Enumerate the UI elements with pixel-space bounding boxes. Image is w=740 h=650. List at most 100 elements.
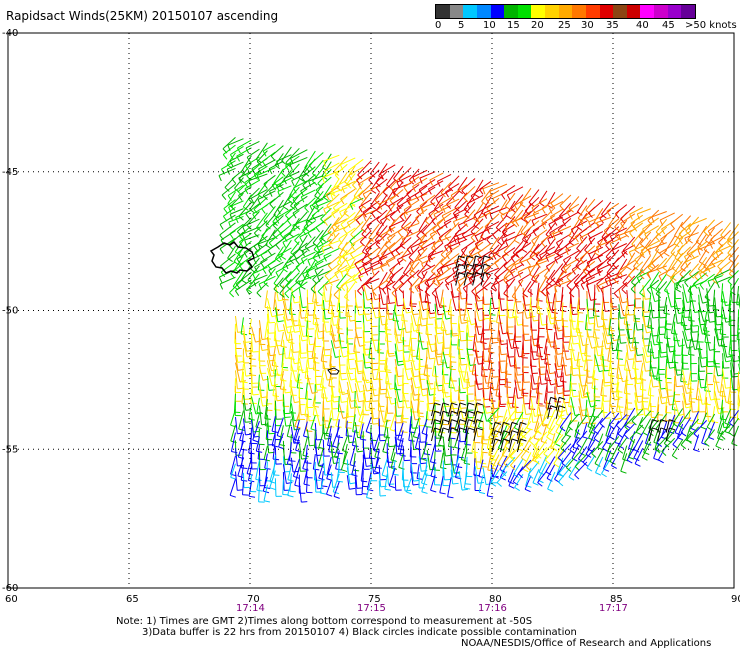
- wind-barb: [334, 163, 348, 180]
- wind-barb: [482, 304, 491, 320]
- wind-barb: [674, 221, 684, 240]
- wind-barb: [530, 366, 541, 385]
- wind-barb: [646, 279, 660, 295]
- wind-barb: [730, 362, 739, 378]
- wind-barb: [536, 253, 556, 268]
- contamination-barb: [456, 419, 467, 433]
- wind-barb: [338, 403, 349, 419]
- wind-barb: [690, 394, 699, 413]
- wind-barb: [293, 195, 308, 211]
- wind-barb: [510, 248, 524, 263]
- wind-barb: [596, 216, 611, 229]
- contamination-barb: [431, 419, 441, 433]
- wind-barb: [264, 453, 271, 470]
- wind-barb: [435, 189, 452, 204]
- contamination-barb: [648, 427, 659, 442]
- wind-barb: [312, 353, 320, 372]
- wind-barb: [244, 172, 260, 188]
- legend-label: 35: [606, 20, 619, 31]
- contamination-barb: [547, 396, 557, 411]
- wind-barb: [314, 254, 332, 270]
- wind-barb: [234, 315, 244, 333]
- wind-barb: [434, 373, 445, 392]
- wind-barb: [445, 183, 460, 198]
- wind-barb: [228, 200, 244, 213]
- contamination-barb: [463, 272, 474, 286]
- contamination-barb: [516, 438, 527, 453]
- legend-swatch: [599, 5, 614, 18]
- wind-barb: [536, 383, 543, 405]
- wind-barb: [633, 306, 640, 323]
- wind-barb: [417, 271, 428, 292]
- wind-barb: [409, 291, 417, 307]
- wind-barb: [697, 364, 705, 381]
- wind-barb: [547, 471, 556, 492]
- wind-barb: [482, 343, 491, 362]
- wind-barb: [421, 256, 436, 270]
- wind-barb: [433, 205, 452, 220]
- time-tick-label: 17:17: [599, 603, 628, 614]
- wind-barb: [312, 399, 320, 417]
- wind-barb: [495, 238, 508, 258]
- wind-barb: [338, 388, 348, 403]
- wind-barb: [250, 365, 259, 384]
- wind-barb: [498, 338, 508, 356]
- wind-barb: [456, 331, 464, 351]
- wind-barb: [324, 263, 340, 281]
- wind-barb: [610, 451, 620, 469]
- wind-barb: [272, 377, 279, 397]
- wind-barb: [554, 378, 564, 395]
- wind-barb: [379, 211, 396, 226]
- wind-barb: [597, 248, 612, 263]
- contamination-markers: [431, 255, 676, 453]
- wind-barb: [557, 443, 572, 463]
- wind-barb: [274, 315, 285, 332]
- wind-barb: [350, 236, 364, 251]
- wind-barb: [420, 186, 436, 202]
- wind-barb: [314, 376, 323, 391]
- wind-barb: [707, 220, 723, 237]
- wind-barb: [386, 172, 396, 189]
- contamination-barb: [657, 419, 667, 433]
- wind-barb: [394, 335, 405, 352]
- credit-line: NOAA/NESDIS/Office of Research and Appli…: [461, 638, 712, 649]
- wind-barb: [590, 409, 604, 429]
- wind-barb: [352, 267, 364, 284]
- wind-barb: [574, 415, 588, 435]
- wind-barb: [341, 180, 356, 194]
- wind-barb: [317, 269, 332, 283]
- wind-barb: [647, 209, 660, 226]
- wind-barb: [570, 381, 579, 398]
- wind-barb: [266, 329, 276, 348]
- legend-swatch: [681, 5, 695, 18]
- wind-barb: [321, 170, 340, 184]
- wind-barb: [279, 278, 292, 298]
- wind-barb: [586, 277, 604, 291]
- wind-barb: [395, 237, 412, 256]
- wind-barb: [720, 222, 732, 240]
- wind-barb: [468, 241, 484, 258]
- contamination-barb: [439, 402, 450, 417]
- wind-barb: [275, 177, 292, 192]
- wind-barb: [470, 218, 484, 237]
- wind-barb: [639, 255, 652, 275]
- lat-tick-label: -60: [2, 583, 18, 594]
- wind-barb: [269, 191, 284, 209]
- wind-barb: [290, 149, 308, 164]
- wind-barb: [428, 203, 444, 220]
- wind-barb: [450, 322, 459, 337]
- wind-barb: [482, 182, 500, 195]
- wind-barb: [592, 300, 600, 317]
- wind-barb: [317, 447, 325, 468]
- wind-barb: [504, 410, 516, 428]
- wind-barb: [506, 256, 524, 274]
- wind-barb: [639, 410, 652, 429]
- map-grid: [8, 33, 734, 588]
- wind-barb: [696, 403, 704, 425]
- wind-barb: [640, 240, 659, 256]
- wind-barb: [670, 237, 684, 257]
- wind-barb: [320, 346, 328, 363]
- wind-barb: [386, 287, 396, 304]
- wind-barb: [330, 187, 348, 200]
- lat-tick-label: -40: [2, 28, 18, 39]
